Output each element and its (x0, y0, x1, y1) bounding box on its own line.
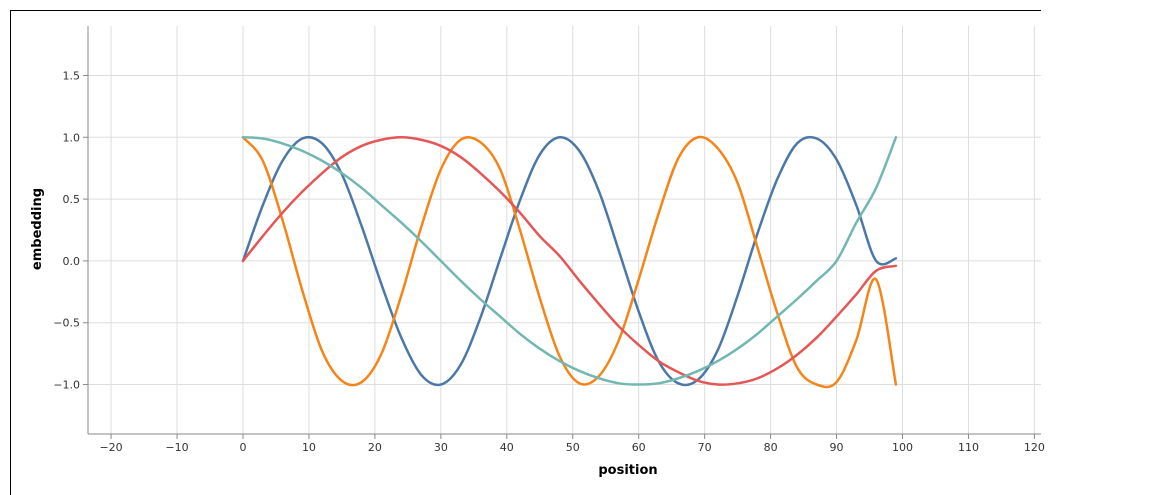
series-line-4 (241, 136, 898, 386)
series-line-1 (241, 135, 898, 387)
y-axis-title: embedding (30, 188, 45, 270)
y-tick-label: −0.5 (53, 317, 80, 330)
y-tick-label: 1.0 (63, 131, 81, 144)
y-tick-label: −1.0 (53, 379, 80, 392)
x-tick-label: 100 (892, 441, 913, 454)
x-tick-label: −10 (165, 441, 188, 454)
x-tick-label: 60 (632, 441, 646, 454)
x-tick-label: 70 (698, 441, 712, 454)
x-tick-label: 80 (764, 441, 778, 454)
y-tick-label: 1.5 (63, 69, 81, 82)
frame-top-border (10, 10, 1041, 11)
x-tick-label: 10 (302, 441, 316, 454)
frame-left-border (10, 10, 11, 495)
x-tick-label: 120 (1024, 441, 1045, 454)
grid (88, 26, 1041, 434)
x-tick-label: −20 (99, 441, 122, 454)
x-axis-title: position (598, 463, 657, 478)
x-tick-label: 90 (830, 441, 844, 454)
axes (83, 26, 1041, 439)
x-tick-label: 110 (958, 441, 979, 454)
y-tick-label: 0.0 (63, 255, 81, 268)
series-line-3 (241, 136, 898, 386)
x-tick-label: 40 (500, 441, 514, 454)
x-tick-label: 0 (239, 441, 246, 454)
labels: −20 −10 0 10 20 30 40 50 60 70 80 90 100 110 120 −1.0 −0… (53, 69, 1045, 454)
y-tick-label: 0.5 (63, 193, 81, 206)
x-tick-label: 20 (368, 441, 382, 454)
x-tick-label: 30 (434, 441, 448, 454)
series-layer (241, 135, 898, 389)
x-tick-label: 50 (566, 441, 580, 454)
